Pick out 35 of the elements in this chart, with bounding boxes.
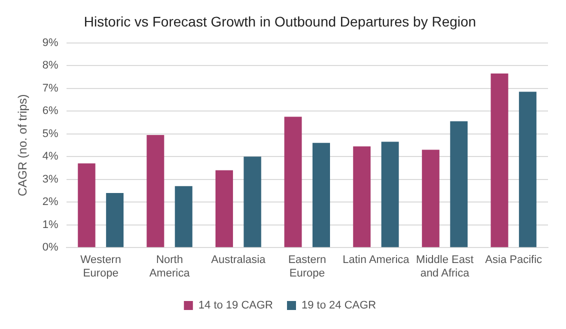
bar xyxy=(244,156,262,248)
y-tick-label: 9% xyxy=(42,36,59,49)
chart-title: Historic vs Forecast Growth in Outbound Departures by Region xyxy=(84,13,476,30)
bar xyxy=(146,134,164,248)
x-tick-label: Western Europe xyxy=(80,254,122,280)
bar xyxy=(312,142,330,248)
x-tick-label: Latin America xyxy=(342,254,410,266)
y-tick-label: 1% xyxy=(42,218,59,231)
bar xyxy=(174,186,192,248)
x-tick-label: Australasia xyxy=(211,254,266,266)
x-tick-label: Eastern Europe xyxy=(288,254,326,280)
y-tick-label: 5% xyxy=(42,128,59,140)
legend-label: 19 to 24 CAGR xyxy=(302,300,376,312)
bar xyxy=(381,142,399,248)
y-tick-label: 2% xyxy=(42,196,59,208)
bar xyxy=(284,116,302,248)
x-tick-label: Asia Pacific xyxy=(485,254,543,266)
bar xyxy=(106,192,124,248)
bar xyxy=(490,74,508,248)
bar xyxy=(518,92,536,248)
y-tick-label: 8% xyxy=(42,60,59,72)
y-axis-title: CAGR (no. of trips) xyxy=(16,94,30,196)
y-tick-label: 4% xyxy=(42,150,59,163)
y-tick-label: 0% xyxy=(42,242,59,254)
bar xyxy=(215,170,233,248)
bar xyxy=(422,150,440,248)
bar xyxy=(450,121,468,248)
bar xyxy=(78,163,96,248)
y-tick-label: 7% xyxy=(42,82,59,94)
legend-label: 14 to 19 CAGR xyxy=(198,300,274,312)
x-tick-label: North America xyxy=(149,254,191,280)
y-tick-label: 6% xyxy=(42,105,59,118)
y-tick-label: 3% xyxy=(42,173,59,186)
x-tick-label: Middle East and Africa xyxy=(416,254,474,280)
bar xyxy=(353,146,371,248)
